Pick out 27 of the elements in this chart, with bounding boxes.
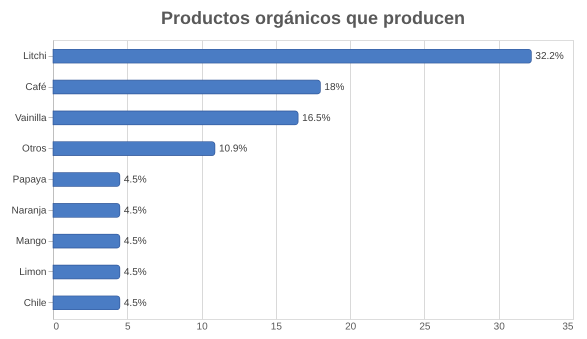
y-tick-label: Mango: [16, 236, 47, 248]
x-tick-label: 0: [54, 322, 60, 332]
x-tick-label: 35: [562, 322, 574, 332]
data-label: 32.2%: [535, 51, 564, 62]
data-label: 18%: [324, 82, 345, 94]
data-label: 4.5%: [124, 266, 147, 278]
y-tick-label: Litchi: [23, 51, 46, 62]
x-tick-label: 15: [270, 322, 282, 332]
data-label: 4.5%: [124, 236, 147, 248]
x-tick-label: 10: [196, 322, 208, 332]
x-tick-label: 20: [345, 322, 357, 332]
chart-title: Productos orgánicos que producen: [160, 8, 466, 28]
y-tick-label: Limon: [19, 266, 46, 278]
y-tick-label: Café: [25, 82, 47, 94]
data-label: 4.5%: [124, 174, 147, 186]
y-tick-label: Otros: [22, 144, 46, 155]
y-tick-label: Papaya: [12, 174, 47, 186]
data-label: 4.5%: [124, 298, 147, 309]
y-tick-label: Naranja: [11, 205, 47, 216]
y-tick-label: Chile: [24, 298, 47, 309]
data-label: 10.9%: [218, 144, 248, 155]
x-tick-label: 5: [125, 322, 132, 332]
y-tick-label: Vainilla: [15, 112, 47, 124]
x-tick-label: 30: [494, 322, 506, 332]
data-label: 16.5%: [302, 112, 331, 124]
data-label: 4.5%: [124, 205, 147, 216]
x-tick-label: 25: [419, 322, 431, 332]
